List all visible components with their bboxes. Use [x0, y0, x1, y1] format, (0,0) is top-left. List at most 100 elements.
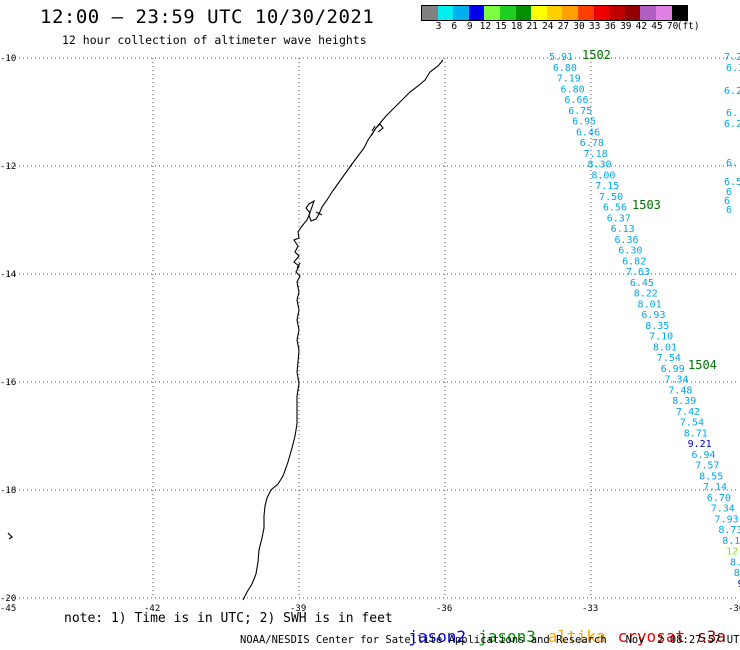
legend-swatch [577, 6, 594, 20]
right-track-value: 6 [726, 187, 732, 198]
track-value: 6.82 [622, 256, 646, 267]
track-value: 6.30 [618, 246, 642, 257]
track-value: 8.00 [591, 170, 615, 181]
legend-swatch [437, 6, 454, 20]
right-track-value: 7.2 [724, 52, 740, 63]
track-value: 7.42 [676, 407, 700, 418]
track-value: 7.10 [649, 332, 673, 343]
right-track-value: 6.3 [726, 63, 740, 74]
track-value: 6.80 [561, 84, 585, 95]
track-value: 8.73 [718, 525, 740, 536]
legend-tick-label: 12 [479, 21, 492, 32]
satellite-jason2: jason2 [408, 627, 467, 646]
track-value: 8.71 [684, 428, 708, 439]
lon-label: -30 [728, 604, 740, 614]
track-value: 8.22 [634, 289, 658, 300]
track-value: 7.15 [595, 181, 619, 192]
legend-swatch [468, 6, 485, 20]
lat-label: -18 [0, 486, 16, 496]
track-value: 6.75 [568, 106, 592, 117]
pass-label: 1502 [582, 48, 611, 62]
track-value: 7.14 [703, 482, 727, 493]
legend-tick-label: 15 [495, 21, 507, 32]
track-value: 6.37 [607, 213, 631, 224]
track-value: 6.95 [572, 117, 596, 128]
track-value: 8.18 [722, 536, 740, 547]
track-value: 7.57 [695, 461, 719, 472]
legend-swatch [531, 6, 547, 20]
legend-swatch [609, 6, 625, 20]
legend-tick-label: 36 [604, 21, 616, 32]
altimeter-track-values: 5.916.807.196.806.666.756.956.466.787.18… [549, 52, 740, 590]
lat-label: -20 [0, 594, 16, 604]
track-value: 7.48 [668, 385, 692, 396]
lat-label: -12 [0, 162, 16, 172]
coastline [242, 59, 444, 601]
legend-tick-label: 3 [435, 21, 442, 32]
legend-tick-label: 9 [466, 21, 473, 32]
legend-swatch [515, 6, 532, 20]
legend-tick-labels: 3 6 9 12 15 18 21 24 27 30 33 36 39 42 45 70 (ft) [421, 21, 740, 35]
legend-tick-label: 24 [542, 21, 554, 32]
legend-swatch [546, 6, 563, 20]
note-text: note: 1) Time is in UTC; 2) SWH is in fe… [64, 611, 393, 626]
track-value: 9. [738, 579, 740, 590]
page-subtitle: 12 hour collection of altimeter wave hei… [62, 33, 367, 47]
legend-tick-label: 21 [526, 21, 538, 32]
legend-swatch [453, 6, 469, 20]
legend-swatch [624, 6, 641, 20]
track-value: 9.21 [688, 439, 712, 450]
track-value: 7.18 [584, 149, 608, 160]
track-value: 6.46 [576, 127, 600, 138]
right-track-value: 6 [724, 196, 730, 207]
coastline-detail [296, 123, 384, 269]
legend-tick-label: 45 [651, 21, 663, 32]
track-value: 7.19 [557, 74, 581, 85]
pass-labels: 1502 1503 1504 [582, 48, 717, 372]
left-edge-mark [7, 532, 13, 540]
legend-swatch [671, 6, 688, 20]
track-value: 7.34 [665, 375, 689, 386]
satellite-jason3: jason3 [478, 627, 536, 646]
legend-swatch [499, 6, 516, 20]
legend-tick-label: (ft) [676, 21, 700, 32]
track-value: 6.93 [641, 310, 665, 321]
track-value: 8.30 [588, 160, 612, 171]
pass-label: 1503 [632, 198, 661, 212]
right-track-value: 6. [726, 158, 738, 169]
track-value: 7.93 [715, 514, 739, 525]
track-value: 7.63 [626, 267, 650, 278]
track-value: 8.01 [653, 342, 677, 353]
track-value: 6.13 [611, 224, 635, 235]
track-value: 6.80 [553, 63, 577, 74]
lat-label: -14 [0, 270, 16, 280]
legend-tick-label: 70 [666, 21, 679, 32]
lat-lon-grid [7, 57, 737, 599]
satellite-s3a: s3a [697, 627, 726, 646]
legend-tick-label: 33 [588, 21, 601, 32]
track-value: 8.55 [699, 471, 723, 482]
pass-label: 1504 [688, 358, 717, 372]
track-value: 7.34 [711, 504, 735, 515]
satellite-legend: jason2 jason3 altika cryosat s3a [389, 608, 738, 646]
footer-credit: NOAA/NESDIS Center for Satellite Applica… [240, 634, 740, 646]
legend-tick-label: 27 [557, 21, 570, 32]
legend-swatch [562, 6, 578, 20]
track-value: 7.50 [599, 192, 623, 203]
color-legend [421, 5, 689, 21]
track-value: 6.70 [707, 493, 731, 504]
legend-tick-label: 6 [451, 21, 458, 32]
legend-swatch [484, 6, 500, 20]
satellite-altika: altika [547, 627, 606, 646]
right-track-value: 6.5 [724, 177, 740, 188]
lat-label: -16 [0, 378, 16, 388]
axis-labels: -10 -12 -14 -16 -18 -20-45 -42 -39 -36 -33 -30 [0, 54, 740, 614]
track-value: 8.8 [734, 568, 740, 579]
lat-label: -10 [0, 54, 16, 64]
right-track-value: 6. [726, 108, 738, 119]
track-value: 5.91 [549, 52, 573, 63]
legend-swatch [655, 6, 672, 20]
right-track-value: 6 [726, 205, 732, 216]
right-track-value: 6.2 [724, 119, 740, 130]
